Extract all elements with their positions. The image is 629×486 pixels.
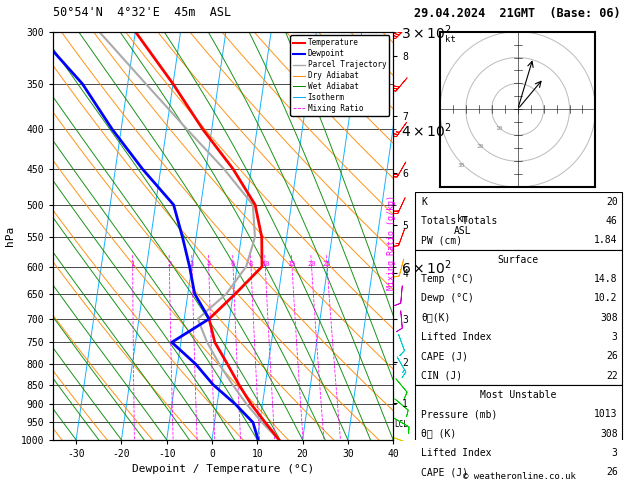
Text: 50°54'N  4°32'E  45m  ASL: 50°54'N 4°32'E 45m ASL xyxy=(53,6,231,19)
Bar xyxy=(415,192,622,250)
Y-axis label: km
ASL: km ASL xyxy=(454,214,471,236)
X-axis label: Dewpoint / Temperature (°C): Dewpoint / Temperature (°C) xyxy=(132,465,314,474)
Text: 10.2: 10.2 xyxy=(594,294,618,303)
Text: Lifted Index: Lifted Index xyxy=(421,332,492,342)
Text: LCL: LCL xyxy=(394,420,408,429)
Text: 4: 4 xyxy=(206,261,211,267)
Text: CAPE (J): CAPE (J) xyxy=(421,468,468,477)
Text: 308: 308 xyxy=(600,312,618,323)
Text: Most Unstable: Most Unstable xyxy=(480,390,557,400)
Text: Dewp (°C): Dewp (°C) xyxy=(421,294,474,303)
Text: 308: 308 xyxy=(600,429,618,439)
Y-axis label: hPa: hPa xyxy=(6,226,15,246)
Text: 14.8: 14.8 xyxy=(594,274,618,284)
Text: Mixing Ratio (g/kg): Mixing Ratio (g/kg) xyxy=(387,195,396,291)
Text: PW (cm): PW (cm) xyxy=(421,235,462,245)
Bar xyxy=(415,385,622,486)
Text: 22: 22 xyxy=(606,371,618,381)
Text: 3: 3 xyxy=(612,448,618,458)
Text: 1: 1 xyxy=(131,261,135,267)
Text: 30: 30 xyxy=(458,163,465,168)
Text: 6: 6 xyxy=(231,261,235,267)
Text: θᴇ (K): θᴇ (K) xyxy=(421,429,456,439)
Text: 46: 46 xyxy=(606,216,618,226)
Text: 25: 25 xyxy=(323,261,331,267)
Text: 10: 10 xyxy=(261,261,269,267)
Text: 26: 26 xyxy=(606,351,618,361)
Text: Temp (°C): Temp (°C) xyxy=(421,274,474,284)
Text: 15: 15 xyxy=(287,261,296,267)
Text: 3: 3 xyxy=(190,261,194,267)
Text: 8: 8 xyxy=(249,261,253,267)
Text: 29.04.2024  21GMT  (Base: 06): 29.04.2024 21GMT (Base: 06) xyxy=(414,7,620,20)
Text: 1013: 1013 xyxy=(594,409,618,419)
Bar xyxy=(415,250,622,385)
Text: 3: 3 xyxy=(612,332,618,342)
Text: 20: 20 xyxy=(307,261,316,267)
Text: 1.84: 1.84 xyxy=(594,235,618,245)
Text: Surface: Surface xyxy=(498,255,539,265)
Legend: Temperature, Dewpoint, Parcel Trajectory, Dry Adiabat, Wet Adiabat, Isotherm, Mi: Temperature, Dewpoint, Parcel Trajectory… xyxy=(290,35,389,116)
Text: CIN (J): CIN (J) xyxy=(421,371,462,381)
Text: K: K xyxy=(421,197,427,207)
Text: 20: 20 xyxy=(606,197,618,207)
Text: 2: 2 xyxy=(167,261,172,267)
Text: 10: 10 xyxy=(495,125,503,131)
Text: θᴇ(K): θᴇ(K) xyxy=(421,312,450,323)
Text: kt: kt xyxy=(445,35,456,44)
Text: 20: 20 xyxy=(477,144,484,149)
Text: © weatheronline.co.uk: © weatheronline.co.uk xyxy=(463,472,576,481)
Text: CAPE (J): CAPE (J) xyxy=(421,351,468,361)
Text: 26: 26 xyxy=(606,468,618,477)
Text: Lifted Index: Lifted Index xyxy=(421,448,492,458)
Text: Pressure (mb): Pressure (mb) xyxy=(421,409,498,419)
Text: Totals Totals: Totals Totals xyxy=(421,216,498,226)
